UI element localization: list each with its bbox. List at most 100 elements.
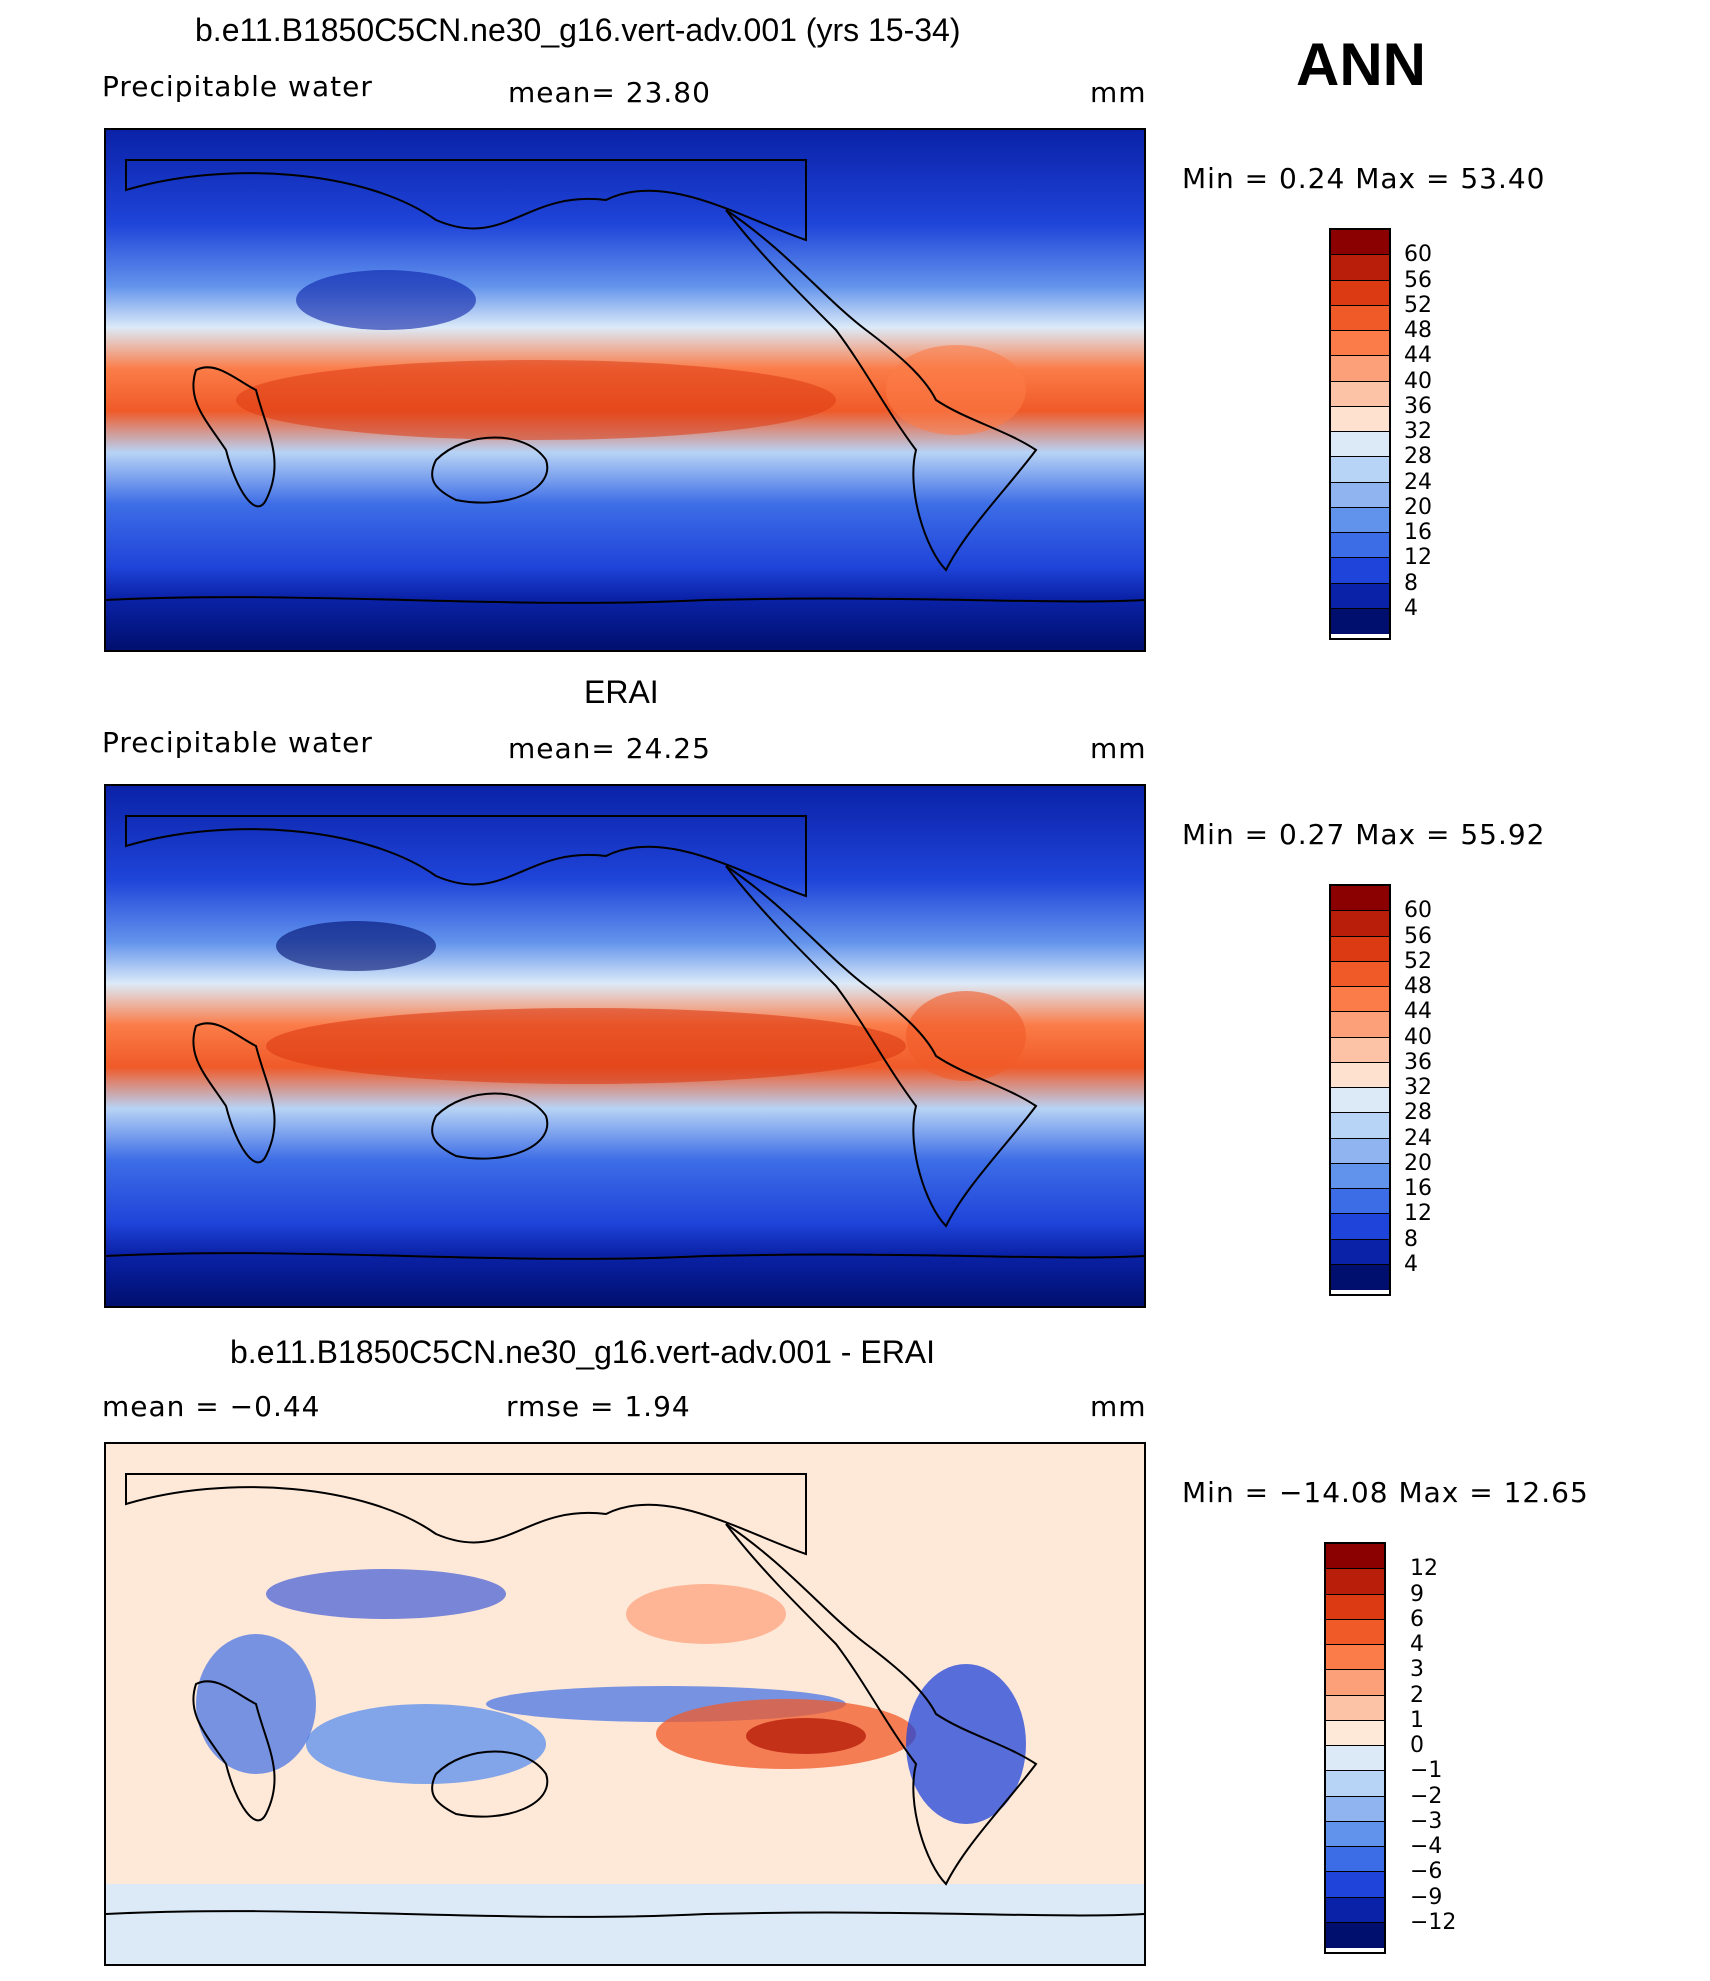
panel-3-mean-label: mean = −0.44 bbox=[102, 1390, 321, 1423]
colorbar-tick-label: 48 bbox=[1404, 974, 1432, 999]
colorbar-swatch bbox=[1331, 457, 1389, 483]
colorbar-swatch bbox=[1331, 255, 1389, 281]
colorbar-swatch bbox=[1326, 1872, 1384, 1898]
panel-3-rmse-label: rmse = 1.94 bbox=[506, 1390, 691, 1423]
colorbar-swatch bbox=[1326, 1796, 1384, 1822]
colorbar-tick-label: 4 bbox=[1404, 1251, 1418, 1277]
colorbar-swatch bbox=[1331, 961, 1389, 987]
colorbar-tick-label: 28 bbox=[1404, 444, 1432, 470]
panel-3-colorbar-labels: 12 9 6 4 3 2 1 0 −1 −2 −3 −4 −6 −9 −12 bbox=[1410, 1542, 1490, 1954]
colorbar-tick-label: 60 bbox=[1404, 242, 1432, 268]
colorbar-swatch bbox=[1326, 1746, 1384, 1772]
colorbar-swatch bbox=[1326, 1544, 1384, 1570]
colorbar-swatch bbox=[1331, 1012, 1389, 1038]
colorbar-tick-label: −4 bbox=[1410, 1834, 1443, 1859]
colorbar-tick-label: 16 bbox=[1404, 520, 1432, 545]
colorbar-tick-label: 1 bbox=[1410, 1707, 1424, 1733]
panel-1-variable-label: Precipitable water bbox=[102, 70, 373, 103]
panel-3-colorbar bbox=[1324, 1542, 1386, 1954]
colorbar-swatch bbox=[1331, 1239, 1389, 1265]
colorbar-swatch bbox=[1326, 1569, 1384, 1595]
colorbar-tick-label: 44 bbox=[1404, 343, 1432, 369]
colorbar-swatch bbox=[1331, 987, 1389, 1013]
colorbar-swatch bbox=[1326, 1594, 1384, 1620]
panel-2-variable-label: Precipitable water bbox=[102, 726, 373, 759]
colorbar-swatch bbox=[1331, 1264, 1389, 1290]
colorbar-tick-label: 48 bbox=[1404, 318, 1432, 343]
panel-2-mean-label: mean= 24.25 bbox=[508, 732, 711, 765]
colorbar-tick-label: 12 bbox=[1410, 1556, 1438, 1582]
colorbar-tick-label: −9 bbox=[1410, 1884, 1443, 1910]
panel-3-minmax: Min = −14.08 Max = 12.65 bbox=[1182, 1476, 1589, 1509]
colorbar-tick-label: −6 bbox=[1410, 1859, 1443, 1885]
colorbar-swatch bbox=[1331, 608, 1389, 634]
colorbar-tick-label: 2 bbox=[1410, 1682, 1424, 1708]
season-label: ANN bbox=[1296, 31, 1426, 98]
colorbar-swatch bbox=[1331, 1062, 1389, 1088]
colorbar-tick-label: 12 bbox=[1404, 545, 1432, 571]
colorbar-tick-label: 12 bbox=[1404, 1201, 1432, 1227]
colorbar-tick-label: 8 bbox=[1404, 1226, 1418, 1252]
colorbar-swatch bbox=[1331, 1189, 1389, 1215]
panel-2-title: ERAI bbox=[584, 674, 659, 710]
colorbar-tick-label: −3 bbox=[1410, 1808, 1443, 1834]
colorbar-swatch bbox=[1331, 381, 1389, 407]
colorbar-swatch bbox=[1331, 230, 1389, 256]
colorbar-swatch bbox=[1331, 1088, 1389, 1114]
colorbar-tick-label: 52 bbox=[1404, 292, 1432, 318]
panel-1-units-label: mm bbox=[1090, 76, 1147, 109]
panel-2-map-field bbox=[106, 786, 1144, 1306]
colorbar-swatch bbox=[1331, 356, 1389, 382]
colorbar-swatch bbox=[1331, 1037, 1389, 1063]
colorbar-swatch bbox=[1326, 1720, 1384, 1746]
colorbar-tick-label: 52 bbox=[1404, 948, 1432, 974]
colorbar-tick-label: 32 bbox=[1404, 419, 1432, 444]
colorbar-swatch bbox=[1331, 558, 1389, 584]
panel-2-colorbar bbox=[1329, 884, 1391, 1296]
panel-2-map bbox=[104, 784, 1146, 1308]
panel-1-colorbar-labels: 60 56 52 48 44 40 36 32 28 24 20 16 12 8 4 bbox=[1404, 228, 1484, 640]
panel-1-map bbox=[104, 128, 1146, 652]
colorbar-tick-label: 40 bbox=[1404, 368, 1432, 394]
colorbar-tick-label: 36 bbox=[1404, 393, 1432, 419]
panel-3-map bbox=[104, 1442, 1146, 1966]
colorbar-swatch bbox=[1331, 1163, 1389, 1189]
colorbar-tick-label: 60 bbox=[1404, 898, 1432, 924]
panel-1-minmax: Min = 0.24 Max = 53.40 bbox=[1182, 162, 1546, 195]
colorbar-tick-label: 8 bbox=[1404, 570, 1418, 596]
panel-1-colorbar bbox=[1329, 228, 1391, 640]
panel-1-map-field bbox=[106, 130, 1144, 650]
colorbar-swatch bbox=[1326, 1695, 1384, 1721]
colorbar-tick-label: 16 bbox=[1404, 1176, 1432, 1201]
colorbar-swatch bbox=[1326, 1821, 1384, 1847]
colorbar-tick-label: 56 bbox=[1404, 923, 1432, 949]
panel-2-units-label: mm bbox=[1090, 732, 1147, 765]
colorbar-tick-label: 40 bbox=[1404, 1024, 1432, 1050]
colorbar-swatch bbox=[1331, 406, 1389, 432]
colorbar-swatch bbox=[1326, 1771, 1384, 1797]
colorbar-tick-label: 32 bbox=[1404, 1075, 1432, 1100]
panel-3-units-label: mm bbox=[1090, 1390, 1147, 1423]
colorbar-tick-label: 4 bbox=[1410, 1632, 1424, 1657]
colorbar-tick-label: 36 bbox=[1404, 1049, 1432, 1075]
colorbar-tick-label: 56 bbox=[1404, 267, 1432, 293]
colorbar-tick-label: −2 bbox=[1410, 1783, 1443, 1809]
colorbar-swatch bbox=[1326, 1847, 1384, 1873]
colorbar-swatch bbox=[1331, 331, 1389, 357]
colorbar-swatch bbox=[1331, 482, 1389, 508]
colorbar-tick-label: 0 bbox=[1410, 1733, 1424, 1758]
colorbar-tick-label: 9 bbox=[1410, 1581, 1424, 1607]
colorbar-swatch bbox=[1331, 1138, 1389, 1164]
panel-2-colorbar-labels: 60 56 52 48 44 40 36 32 28 24 20 16 12 8 4 bbox=[1404, 884, 1484, 1296]
panel-3-map-field bbox=[106, 1444, 1144, 1964]
colorbar-tick-label: 28 bbox=[1404, 1100, 1432, 1126]
colorbar-swatch bbox=[1331, 507, 1389, 533]
colorbar-tick-label: 20 bbox=[1404, 1150, 1432, 1176]
colorbar-swatch bbox=[1331, 533, 1389, 559]
colorbar-swatch bbox=[1331, 1214, 1389, 1240]
colorbar-swatch bbox=[1331, 936, 1389, 962]
colorbar-tick-label: 24 bbox=[1404, 1125, 1432, 1151]
colorbar-tick-label: 44 bbox=[1404, 999, 1432, 1025]
colorbar-swatch bbox=[1326, 1619, 1384, 1645]
colorbar-tick-label: −12 bbox=[1410, 1909, 1457, 1935]
